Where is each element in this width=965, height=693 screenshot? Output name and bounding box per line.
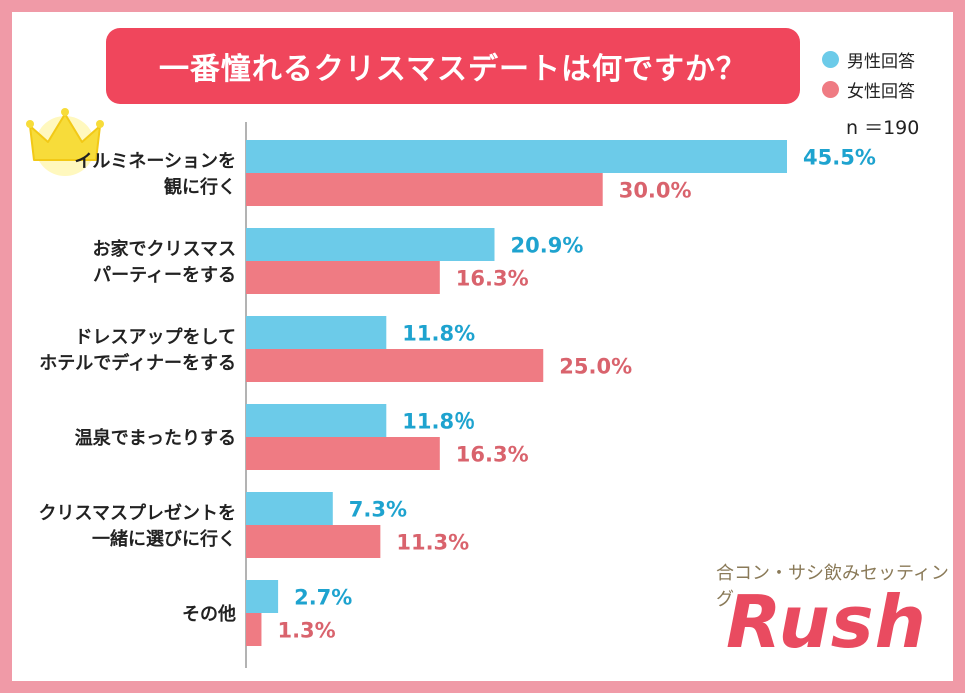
category-label: お家でクリスマス: [93, 238, 236, 260]
data-label-female: 25.0%: [559, 355, 632, 379]
bar-male: [246, 492, 333, 525]
data-label-female: 1.3%: [277, 619, 335, 643]
data-label-male: 45.5%: [803, 146, 876, 170]
bar-female: [246, 437, 440, 470]
category-label: 温泉でまったりする: [75, 427, 236, 449]
legend-item-female: 女性回答: [822, 74, 915, 104]
category-label: 観に行く: [164, 176, 236, 198]
data-label-male: 20.9%: [511, 234, 584, 258]
data-label-male: 11.8％: [402, 410, 475, 434]
data-label-male: 11.8%: [402, 322, 475, 346]
sample-size: n ＝190: [846, 117, 920, 139]
legend-item-male: 男性回答: [822, 44, 915, 74]
chart-panel: [12, 12, 953, 681]
data-label-female: 16.3%: [456, 443, 529, 467]
legend-male-label: 男性回答: [847, 51, 915, 72]
legend: 男性回答 女性回答: [822, 44, 915, 104]
data-label-female: 30.0%: [619, 179, 692, 203]
category-label: イルミネーションを: [74, 151, 236, 172]
category-label: パーティーをする: [93, 265, 236, 286]
category-label: クリスマスプレゼントを: [39, 502, 236, 524]
category-label: ホテルでディナーをする: [39, 352, 236, 374]
legend-female-swatch: [822, 80, 839, 98]
bar-female: [246, 525, 381, 558]
data-label-female: 16.3%: [456, 267, 529, 291]
data-label-female: 11.3%: [396, 531, 469, 555]
brand-subtitle: 合コン・サシ飲みセッティング: [716, 563, 949, 610]
bar-male: [246, 580, 279, 613]
chart-title: 一番憧れるクリスマスデートは何ですか？: [106, 28, 800, 104]
bar-male: [246, 404, 387, 437]
bar-male: [246, 316, 387, 349]
legend-male-swatch: [822, 50, 839, 68]
data-label-male: 2.7%: [294, 586, 352, 610]
bar-female: [246, 173, 603, 206]
bar-male: [246, 228, 495, 261]
brand-logo: Rush: [726, 580, 927, 664]
crown-icon: [26, 108, 104, 176]
bar-male: [246, 140, 787, 173]
category-label: ドレスアップをして: [75, 326, 236, 348]
data-label-male: 7.3%: [349, 498, 407, 522]
bar-female: [246, 613, 262, 646]
category-label: その他: [182, 603, 236, 625]
category-label: 一緒に選びに行く: [92, 528, 236, 550]
bar-female: [246, 349, 544, 382]
legend-female-label: 女性回答: [847, 81, 915, 102]
bar-female: [246, 261, 440, 294]
